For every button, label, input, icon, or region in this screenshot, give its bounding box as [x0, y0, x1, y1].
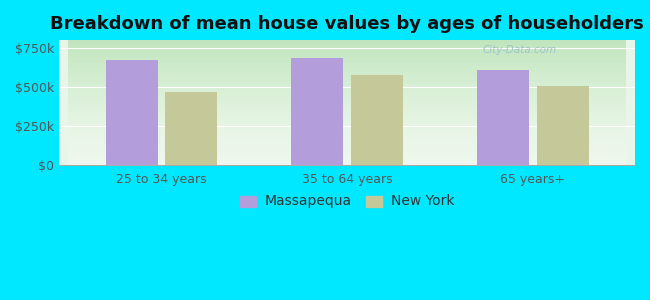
Bar	[105, 60, 157, 165]
Bar	[536, 86, 588, 165]
Bar	[165, 92, 217, 165]
Title: Breakdown of mean house values by ages of householders: Breakdown of mean house values by ages o…	[50, 15, 644, 33]
Bar	[351, 75, 403, 165]
Text: City-Data.com: City-Data.com	[483, 45, 557, 55]
Bar	[291, 58, 343, 165]
Legend: Massapequa, New York: Massapequa, New York	[237, 191, 457, 210]
Bar	[477, 70, 529, 165]
